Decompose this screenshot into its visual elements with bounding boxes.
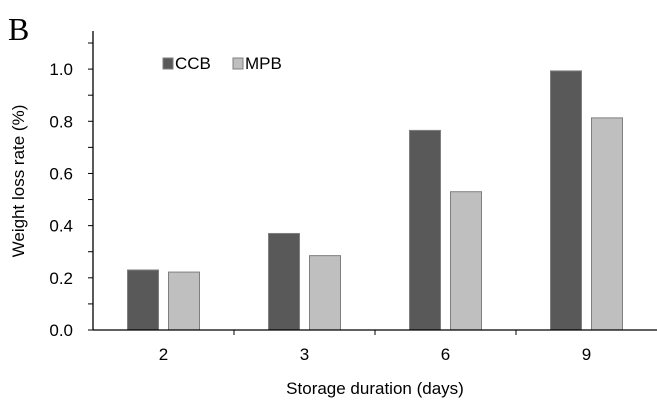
- y-tick-label: 0.2: [49, 269, 73, 288]
- x-axis-title: Storage duration (days): [286, 379, 464, 398]
- panel-label: B: [8, 11, 29, 47]
- y-tick-label: 0.8: [49, 112, 73, 131]
- legend-label-mpb: MPB: [245, 54, 282, 73]
- y-tick-label: 0.4: [49, 217, 73, 236]
- plot-area: [127, 70, 623, 331]
- bar-ccb-6: [409, 129, 441, 331]
- y-tick-label: 1.0: [49, 60, 73, 79]
- y-tick-label: 0.6: [49, 164, 73, 183]
- x-tick-label: 3: [300, 345, 309, 364]
- x-tick-label: 6: [441, 345, 450, 364]
- bar-ccb-9: [550, 70, 582, 331]
- bar-ccb-2: [127, 269, 159, 331]
- y-axis: 0.0 0.2 0.4 0.6 0.8 1.0: [49, 31, 94, 340]
- bar-mpb-2: [168, 271, 200, 331]
- x-tick-label: 9: [582, 345, 591, 364]
- y-tick-label: 0.0: [49, 321, 73, 340]
- legend-swatch-ccb: [162, 57, 174, 70]
- y-axis-title: Weight loss rate (%): [9, 105, 28, 258]
- bar-ccb-3: [268, 232, 300, 331]
- legend-label-ccb: CCB: [175, 54, 211, 73]
- legend: CCB MPB: [162, 54, 282, 73]
- bar-mpb-3: [309, 255, 341, 331]
- x-axis: 2 3 6 9: [93, 329, 657, 364]
- bar-mpb-6: [450, 191, 482, 331]
- x-tick-label: 2: [159, 345, 168, 364]
- bar-mpb-9: [591, 117, 623, 331]
- legend-swatch-mpb: [232, 57, 244, 70]
